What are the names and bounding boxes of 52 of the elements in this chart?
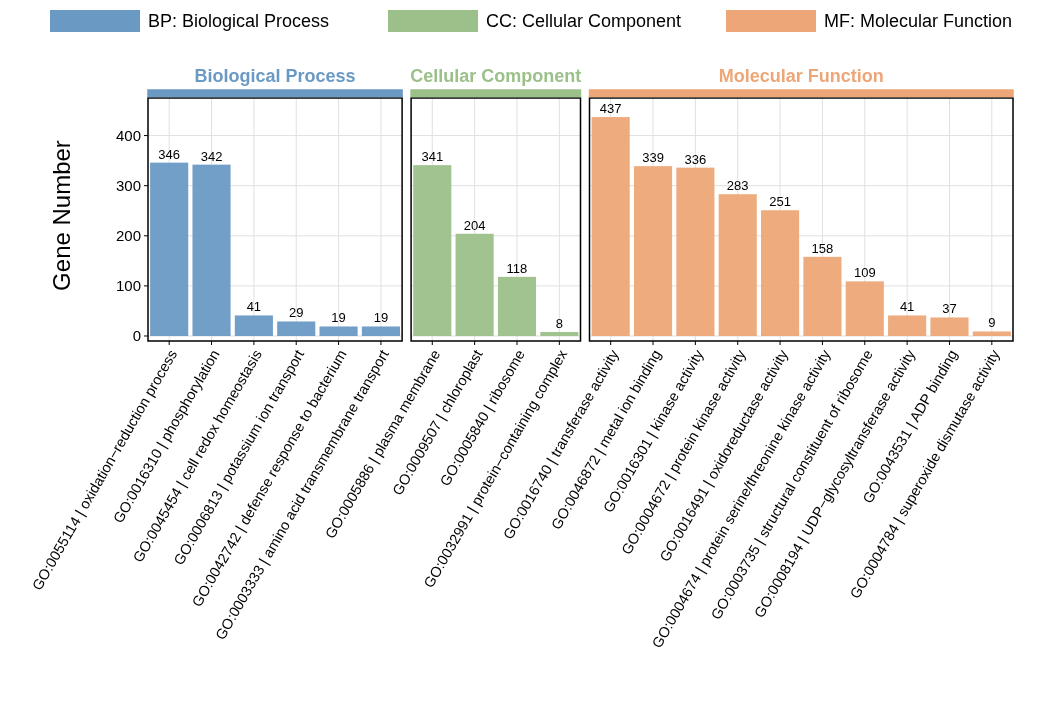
data-label: 37	[942, 301, 957, 317]
data-label: 341	[421, 149, 444, 165]
data-label: 19	[373, 310, 389, 326]
bar	[718, 194, 757, 336]
data-label: 158	[811, 240, 834, 256]
data-label: 109	[853, 265, 876, 281]
bar	[845, 281, 884, 336]
y-tick-label: 200	[115, 227, 141, 245]
legend-label: BP: Biological Process	[148, 11, 330, 32]
data-label: 118	[506, 260, 528, 276]
bar	[192, 164, 231, 336]
bar	[497, 276, 537, 336]
chart-title: Biological Process	[194, 66, 356, 86]
legend-label: MF: Molecular Function	[824, 11, 1013, 32]
y-axis-title: Gene Number	[48, 140, 75, 291]
y-tick-label: 300	[115, 176, 141, 194]
data-label: 29	[288, 305, 304, 321]
data-label: 9	[988, 315, 996, 331]
bar	[633, 166, 673, 336]
data-label: 19	[331, 310, 346, 326]
bar	[591, 117, 630, 336]
bar	[803, 256, 842, 336]
bar	[234, 315, 273, 336]
data-label: 41	[246, 299, 262, 315]
bar	[972, 331, 1011, 336]
bar	[540, 331, 579, 336]
bar	[888, 315, 927, 336]
data-label: 336	[684, 151, 707, 167]
chart-title: Cellular Component	[410, 66, 582, 86]
bar	[361, 326, 400, 336]
bar	[413, 165, 452, 336]
data-label: 204	[463, 217, 486, 233]
bar	[455, 233, 494, 336]
legend-label: CC: Cellular Component	[486, 11, 682, 32]
bar	[930, 317, 969, 336]
bar	[277, 321, 316, 336]
y-tick-label: 100	[115, 277, 141, 295]
y-tick-label: 400	[115, 126, 141, 144]
data-label: 283	[726, 178, 749, 194]
bar	[319, 326, 358, 336]
bar	[150, 162, 189, 336]
data-label: 346	[158, 146, 181, 162]
data-label: 437	[599, 101, 622, 117]
y-tick-label: 0	[132, 327, 141, 345]
data-label: 339	[642, 150, 664, 166]
data-label: 342	[200, 148, 223, 164]
chart-title: Molecular Function	[718, 66, 884, 86]
bar	[676, 167, 715, 336]
data-label: 8	[555, 315, 563, 331]
data-label: 251	[769, 194, 791, 210]
data-label: 41	[899, 299, 915, 315]
bar	[761, 210, 800, 336]
